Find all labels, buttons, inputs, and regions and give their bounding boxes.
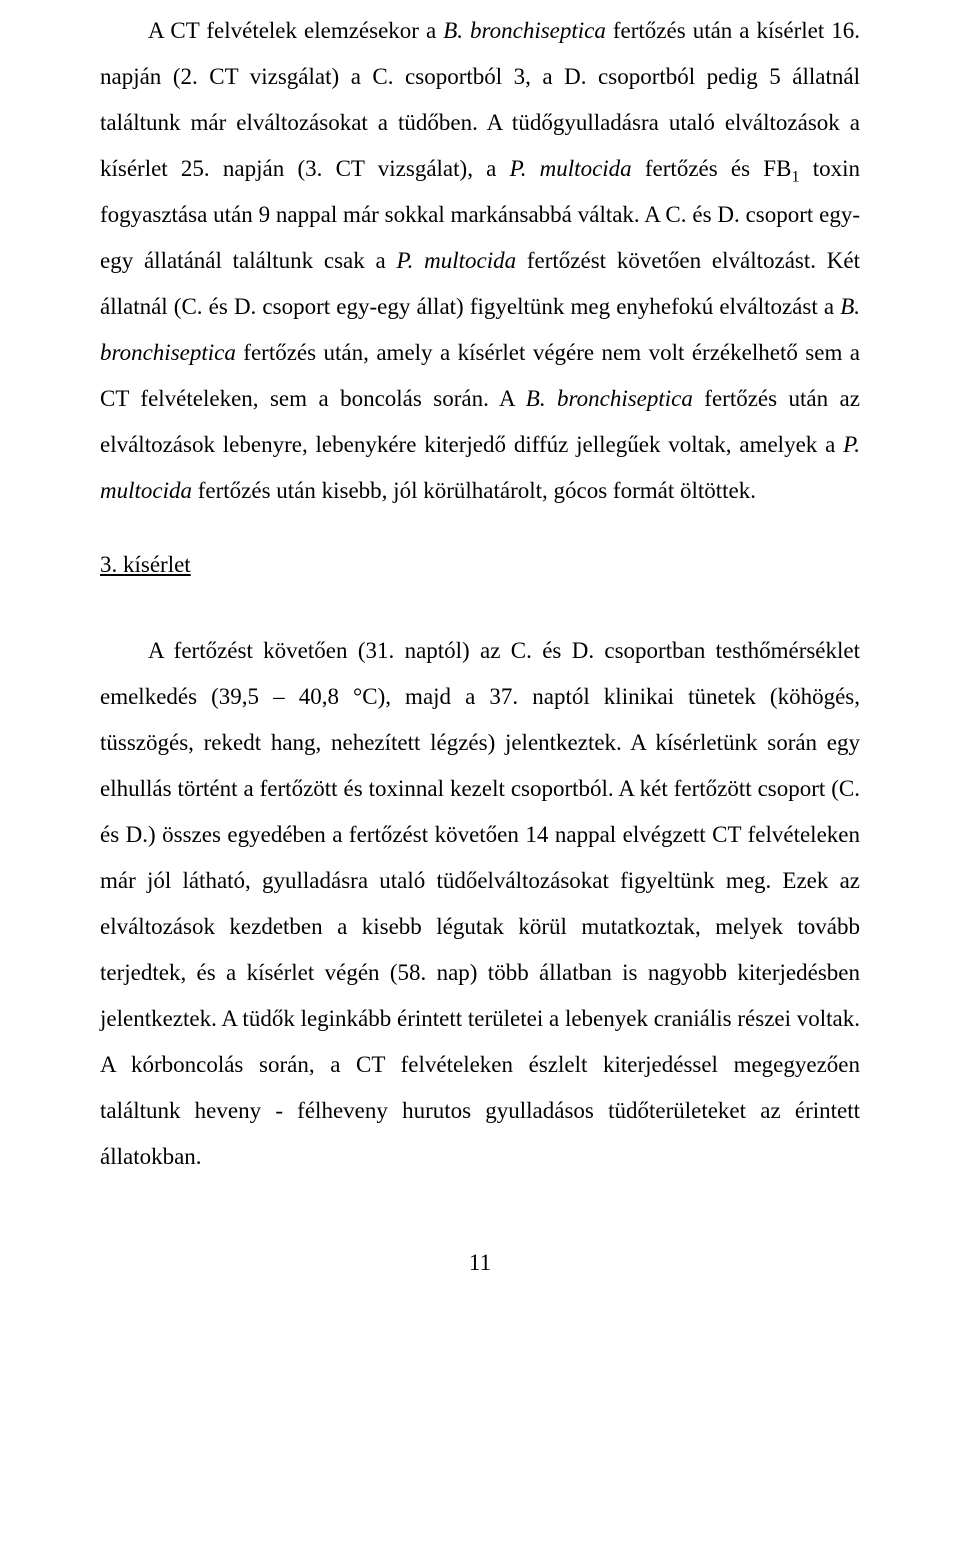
document-page: A CT felvételek elemzésekor a B. bronchi… — [0, 0, 960, 1541]
text-run: A CT felvételek elemzésekor a — [148, 18, 443, 43]
section-heading: 3. kísérlet — [100, 542, 860, 588]
body-paragraph-1: A CT felvételek elemzésekor a B. bronchi… — [100, 8, 860, 514]
page-number: 11 — [100, 1240, 860, 1286]
body-paragraph-2: A fertőzést követően (31. naptól) az C. … — [100, 628, 860, 1180]
italic-species-5: B. bronchiseptica — [526, 386, 693, 411]
italic-species-1: B. bronchiseptica — [443, 18, 606, 43]
italic-species-3: P. multocida — [397, 248, 517, 273]
text-run: fertőzés után kisebb, jól körülhatárolt,… — [192, 478, 756, 503]
text-run: fertőzés és FB — [632, 156, 792, 181]
italic-species-2: P. multocida — [510, 156, 632, 181]
